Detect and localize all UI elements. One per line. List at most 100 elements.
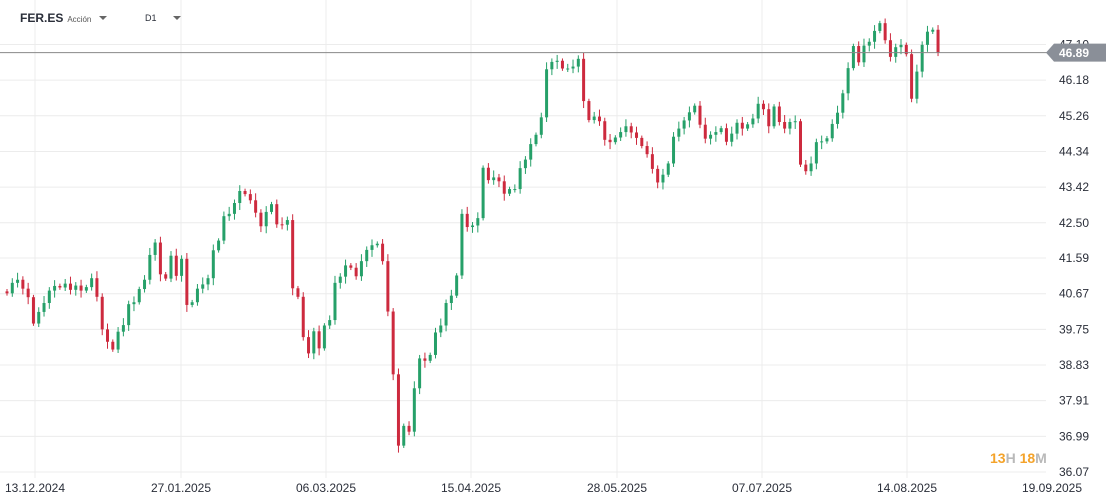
candle-up[interactable] [338, 276, 342, 283]
candle-up[interactable] [571, 66, 575, 69]
candle-up[interactable] [592, 116, 596, 121]
candle-up[interactable] [772, 106, 776, 127]
candle-down[interactable] [560, 60, 564, 69]
candle-down[interactable] [486, 167, 490, 181]
candle-down[interactable] [243, 190, 247, 195]
candle-down[interactable] [629, 126, 633, 133]
candle-down[interactable] [587, 101, 591, 121]
candle-up[interactable] [851, 46, 855, 69]
candle-up[interactable] [751, 118, 755, 125]
candle-down[interactable] [259, 212, 263, 227]
candle-up[interactable] [42, 303, 46, 312]
candle-up[interactable] [867, 41, 871, 46]
candle-down[interactable] [423, 358, 427, 361]
candle-down[interactable] [883, 23, 887, 41]
candle-down[interactable] [68, 283, 72, 290]
candle-down[interactable] [635, 132, 639, 138]
candle-up[interactable] [137, 289, 141, 303]
candle-up[interactable] [508, 189, 512, 194]
candle-down[interactable] [396, 374, 400, 446]
candle-down[interactable] [582, 58, 586, 102]
candle-up[interactable] [370, 245, 374, 250]
candle-up[interactable] [894, 47, 898, 57]
candle-up[interactable] [931, 29, 935, 32]
candle-down[interactable] [79, 285, 83, 291]
candle-up[interactable] [375, 243, 379, 246]
candle-up[interactable] [132, 302, 136, 305]
candle-down[interactable] [100, 296, 104, 330]
candle-up[interactable] [682, 120, 686, 129]
candle-up[interactable] [127, 304, 131, 326]
candle-down[interactable] [799, 121, 802, 165]
candle-up[interactable] [433, 332, 437, 355]
candle-down[interactable] [645, 146, 649, 155]
candle-up[interactable] [359, 261, 363, 277]
candle-down[interactable] [185, 258, 189, 305]
candle-up[interactable] [677, 128, 681, 137]
candle-up[interactable] [534, 134, 538, 145]
candle-up[interactable] [222, 216, 226, 241]
candle-up[interactable] [217, 240, 221, 251]
candle-up[interactable] [16, 279, 20, 283]
candle-down[interactable] [650, 154, 654, 169]
candle-up[interactable] [201, 284, 205, 289]
candle-up[interactable] [481, 167, 485, 219]
candle-down[interactable] [275, 204, 279, 225]
candle-down[interactable] [26, 288, 30, 298]
candle-up[interactable] [116, 331, 120, 350]
candle-up[interactable] [238, 190, 242, 204]
candle-up[interactable] [756, 103, 760, 119]
candle-up[interactable] [195, 288, 199, 303]
interval-selector[interactable]: D1 [145, 10, 181, 26]
candle-up[interactable] [846, 68, 850, 94]
candle-up[interactable] [899, 44, 903, 48]
candle-up[interactable] [180, 258, 184, 276]
candle-down[interactable] [783, 121, 787, 129]
candle-up[interactable] [328, 320, 332, 326]
candle-up[interactable] [206, 278, 210, 285]
candle-up[interactable] [37, 311, 41, 324]
candle-up[interactable] [232, 203, 236, 214]
candle-up[interactable] [153, 242, 157, 255]
candle-up[interactable] [719, 128, 723, 133]
candle-down[interactable] [740, 122, 744, 129]
candle-up[interactable] [555, 60, 559, 62]
candle-down[interactable] [164, 274, 168, 279]
candle-down[interactable] [111, 341, 115, 350]
candle-up[interactable] [820, 141, 824, 143]
candle-up[interactable] [793, 121, 797, 123]
candle-up[interactable] [714, 132, 718, 135]
candle-down[interactable] [603, 121, 607, 140]
symbol-selector[interactable]: FER.ES Acción [20, 10, 108, 26]
candle-up[interactable] [550, 61, 554, 70]
candle-up[interactable] [312, 331, 316, 354]
candle-up[interactable] [344, 265, 348, 277]
candle-up[interactable] [402, 425, 406, 446]
candle-down[interactable] [58, 285, 62, 288]
candle-down[interactable] [174, 255, 178, 276]
candle-up[interactable] [63, 283, 67, 288]
candle-down[interactable] [280, 224, 284, 226]
candle-up[interactable] [925, 31, 929, 45]
candle-up[interactable] [121, 325, 125, 332]
candle-down[interactable] [640, 137, 644, 147]
candle-down[interactable] [597, 116, 601, 122]
candle-up[interactable] [693, 105, 697, 113]
candle-down[interactable] [291, 220, 295, 289]
candle-down[interactable] [248, 194, 252, 201]
candle-up[interactable] [90, 278, 94, 288]
candle-down[interactable] [106, 329, 110, 342]
candle-down[interactable] [804, 164, 808, 172]
candle-up[interactable] [539, 117, 543, 135]
candle-up[interactable] [920, 44, 924, 72]
candle-up[interactable] [455, 275, 459, 296]
candle-down[interactable] [307, 337, 311, 354]
candle-up[interactable] [418, 358, 422, 389]
candle-up[interactable] [365, 249, 369, 262]
candle-up[interactable] [227, 213, 231, 217]
candle-down[interactable] [910, 54, 914, 99]
candle-down[interactable] [656, 168, 660, 183]
candle-up[interactable] [513, 189, 517, 191]
candle-up[interactable] [687, 112, 691, 121]
candle-up[interactable] [613, 137, 617, 143]
